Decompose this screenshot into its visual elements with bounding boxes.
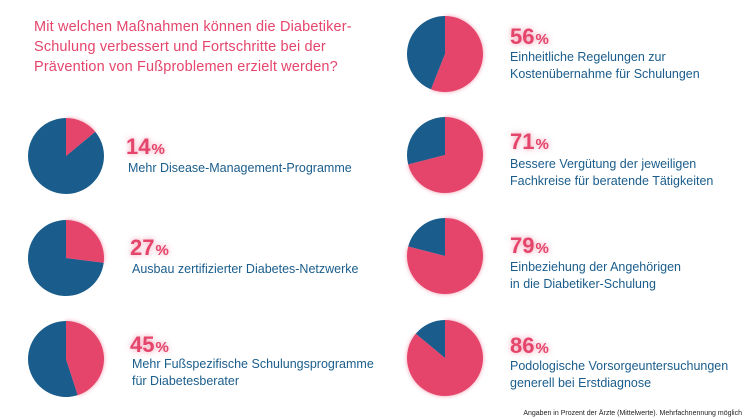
percent-value: 79 [510, 233, 535, 258]
percent-unit: % [535, 31, 549, 48]
data-label-percent: 86% [510, 334, 549, 361]
pie-slice-rest [27, 321, 78, 397]
category-label-line: für Diabetesberater [132, 374, 240, 388]
question-title: Mit welchen Maßnahmen können die Diabeti… [34, 19, 352, 75]
pie-slice-rest [415, 320, 445, 358]
category-label: Mehr Fußspezifische Schulungsprogramme fü… [132, 356, 374, 390]
percent-value: 27 [130, 235, 155, 260]
category-label: Ausbau zertifizierter Diabetes-Netzwerke [132, 261, 358, 278]
pie-slice-rest [408, 218, 445, 256]
percent-unit: % [535, 136, 549, 153]
footnote: Angaben in Prozent der Ärzte (Mittelwert… [523, 410, 742, 417]
percent-value: 71 [510, 129, 535, 154]
category-label-line: Bessere Vergütung der jeweiligen [510, 157, 697, 171]
percent-unit: % [151, 141, 165, 158]
pie-slice-share [431, 16, 483, 92]
pie-slice-share [66, 118, 96, 156]
pie-slice-share [408, 117, 483, 193]
category-label-line: Mehr Fußspezifische Schulungsprogramme [132, 357, 374, 371]
pie-slice-share [407, 320, 483, 396]
pie-chart-4 [407, 16, 483, 92]
pie-chart-1 [28, 118, 105, 194]
percent-unit: % [155, 339, 169, 356]
percent-unit: % [535, 340, 549, 357]
category-label-line: generell bei Erstdiagnose [510, 376, 652, 390]
percent-value: 86 [510, 333, 535, 358]
percent-value: 56 [510, 24, 535, 49]
percent-value: 45 [130, 332, 155, 357]
data-label-percent: 45% [130, 333, 169, 360]
category-label: Bessere Vergütung der jeweiligen Fachkrei… [510, 156, 713, 190]
category-label: Einheitliche Regelungen zur Kostenübernah… [510, 49, 700, 83]
data-label-percent: 71% [510, 130, 549, 157]
data-label-percent: 27% [130, 236, 169, 263]
category-label: Podologische Vorsorgeuntersuchungen gener… [510, 358, 728, 392]
pie-slice-share [407, 218, 483, 294]
category-label-line: Mehr Disease-Management-Programme [128, 161, 352, 175]
percent-unit: % [155, 242, 169, 259]
category-label-line: Ausbau zertifizierter Diabetes-Netzwerke [132, 262, 359, 276]
category-label: Mehr Disease-Management-Programme [128, 160, 352, 177]
category-label-line: Fachkreise für beratende Tätigkeiten [510, 174, 714, 188]
category-label-line: in die Diabetiker-Schulung [510, 277, 656, 291]
pie-slice-rest [407, 117, 445, 165]
percent-unit: % [535, 240, 549, 257]
category-label-line: Einbeziehung der Angehörigen [510, 260, 681, 274]
data-label-percent: 79% [510, 234, 549, 261]
pie-slice-rest [407, 16, 445, 90]
pie-chart-3 [27, 321, 104, 397]
pie-slice-rest [28, 118, 105, 194]
pie-chart-6 [407, 218, 483, 294]
data-label-percent: 56% [510, 25, 549, 52]
pie-chart-5 [407, 117, 483, 193]
pie-slice-share [66, 321, 104, 396]
pie-slice-share [66, 220, 104, 263]
category-label-line: Kostenübernahme für Schulungen [510, 67, 700, 81]
data-label-percent: 14% [126, 135, 165, 162]
category-label: Einbeziehung der Angehörigen in die Diabe… [510, 259, 681, 293]
percent-value: 14 [126, 134, 151, 159]
category-label-line: Podologische Vorsorgeuntersuchungen [510, 359, 729, 373]
pie-chart-7 [407, 320, 483, 396]
pie-slice-rest [27, 220, 104, 296]
pie-chart-2 [27, 220, 104, 296]
category-label-line: Einheitliche Regelungen zur [510, 50, 666, 64]
